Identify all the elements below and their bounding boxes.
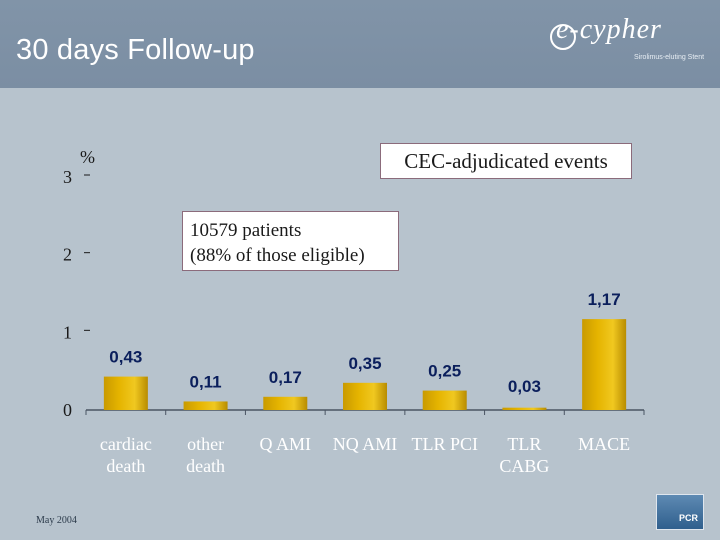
y-tick-label: 2 [63,245,72,265]
patients-annotation: 10579 patients (88% of those eligible) [182,211,399,271]
bar-value-label: 0,17 [269,368,302,387]
x-category-label: MACE [578,434,630,454]
x-category-label: death [186,456,225,476]
cec-annotation: CEC-adjudicated events [380,143,632,179]
bar-value-label: 0,03 [508,377,541,396]
logo-subtitle: Sirolimus-eluting Stent [634,54,705,61]
bar-value-label: 0,35 [348,354,381,373]
x-category-label: other [187,434,224,454]
bar [422,390,467,410]
y-tick-label: 0 [63,400,72,420]
bar [263,396,308,410]
bar [343,382,387,410]
x-category-label: TLR [507,434,541,454]
pcr-logo-text: PCR [679,513,699,523]
bar [103,376,148,410]
logo-text: e-cypher [556,14,662,45]
header-bar: 30 days Follow-up e-cypher Sirolimus-elu… [0,0,720,88]
bar-value-label: 0,25 [428,362,461,381]
patients-line-2: (88% of those eligible) [190,245,365,266]
bar [183,401,228,410]
x-category-label: Q AMI [260,434,312,454]
page-title: 30 days Follow-up [16,34,255,66]
bar [582,319,627,410]
y-tick-label: 3 [63,167,72,187]
pcr-logo: PCR [656,494,704,530]
bar [502,407,547,410]
x-category-label: cardiac [100,434,152,454]
bar-value-label: 0,43 [109,348,142,367]
footer-date: May 2004 [36,515,77,526]
x-category-label: TLR PCI [411,434,478,454]
cypher-logo: e-cypher Sirolimus-eluting Stent [548,14,716,66]
x-category-label: NQ AMI [333,434,398,454]
bar-value-label: 0,11 [189,372,221,391]
x-category-label: CABG [499,456,549,476]
bar-value-label: 1,17 [588,290,621,309]
patients-line-1: 10579 patients [190,220,302,241]
y-tick-label: 1 [63,322,72,342]
x-category-label: death [106,456,145,476]
logo-ring-icon [550,24,576,50]
y-axis-label: % [80,147,95,167]
